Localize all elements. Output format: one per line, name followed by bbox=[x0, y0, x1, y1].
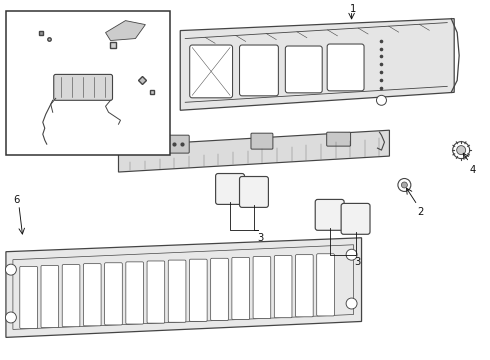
FancyBboxPatch shape bbox=[327, 132, 350, 146]
FancyBboxPatch shape bbox=[274, 256, 292, 318]
Text: 3: 3 bbox=[354, 257, 361, 267]
Text: 7: 7 bbox=[6, 77, 12, 87]
FancyBboxPatch shape bbox=[315, 199, 344, 230]
FancyBboxPatch shape bbox=[341, 203, 370, 234]
Polygon shape bbox=[180, 19, 454, 110]
FancyBboxPatch shape bbox=[41, 265, 59, 328]
FancyBboxPatch shape bbox=[54, 75, 113, 100]
Text: 12: 12 bbox=[36, 103, 49, 113]
Text: 5: 5 bbox=[162, 131, 169, 141]
Text: 9: 9 bbox=[23, 24, 29, 33]
FancyBboxPatch shape bbox=[317, 254, 334, 316]
FancyBboxPatch shape bbox=[211, 258, 228, 320]
FancyBboxPatch shape bbox=[105, 263, 122, 325]
Circle shape bbox=[453, 141, 469, 159]
Polygon shape bbox=[119, 130, 390, 172]
FancyBboxPatch shape bbox=[251, 133, 273, 149]
FancyBboxPatch shape bbox=[295, 255, 313, 317]
Circle shape bbox=[376, 95, 387, 105]
FancyBboxPatch shape bbox=[253, 256, 271, 319]
Polygon shape bbox=[6, 238, 362, 337]
FancyBboxPatch shape bbox=[147, 261, 165, 323]
Text: 8: 8 bbox=[49, 81, 55, 91]
Circle shape bbox=[5, 312, 16, 323]
FancyBboxPatch shape bbox=[216, 174, 245, 204]
Circle shape bbox=[457, 146, 465, 154]
FancyBboxPatch shape bbox=[20, 266, 37, 329]
FancyBboxPatch shape bbox=[167, 135, 189, 153]
FancyBboxPatch shape bbox=[240, 45, 278, 96]
Polygon shape bbox=[105, 21, 146, 41]
Text: 2: 2 bbox=[417, 207, 424, 217]
Circle shape bbox=[5, 264, 16, 275]
FancyBboxPatch shape bbox=[126, 262, 144, 324]
Circle shape bbox=[346, 298, 357, 309]
FancyBboxPatch shape bbox=[168, 260, 186, 322]
FancyBboxPatch shape bbox=[190, 259, 207, 321]
Text: 10: 10 bbox=[143, 15, 155, 26]
Text: 4: 4 bbox=[469, 165, 475, 175]
FancyBboxPatch shape bbox=[83, 264, 101, 326]
FancyBboxPatch shape bbox=[240, 176, 269, 207]
Text: 11: 11 bbox=[152, 73, 165, 84]
Text: 6: 6 bbox=[13, 195, 19, 205]
Bar bbox=[6, 11, 171, 155]
Circle shape bbox=[401, 182, 407, 188]
Text: 1: 1 bbox=[349, 4, 356, 14]
Circle shape bbox=[346, 249, 357, 260]
FancyBboxPatch shape bbox=[232, 257, 249, 320]
FancyBboxPatch shape bbox=[327, 44, 364, 91]
Text: 3: 3 bbox=[257, 233, 263, 243]
FancyBboxPatch shape bbox=[190, 45, 233, 98]
FancyBboxPatch shape bbox=[62, 265, 80, 327]
FancyBboxPatch shape bbox=[285, 46, 322, 93]
Circle shape bbox=[398, 179, 411, 192]
